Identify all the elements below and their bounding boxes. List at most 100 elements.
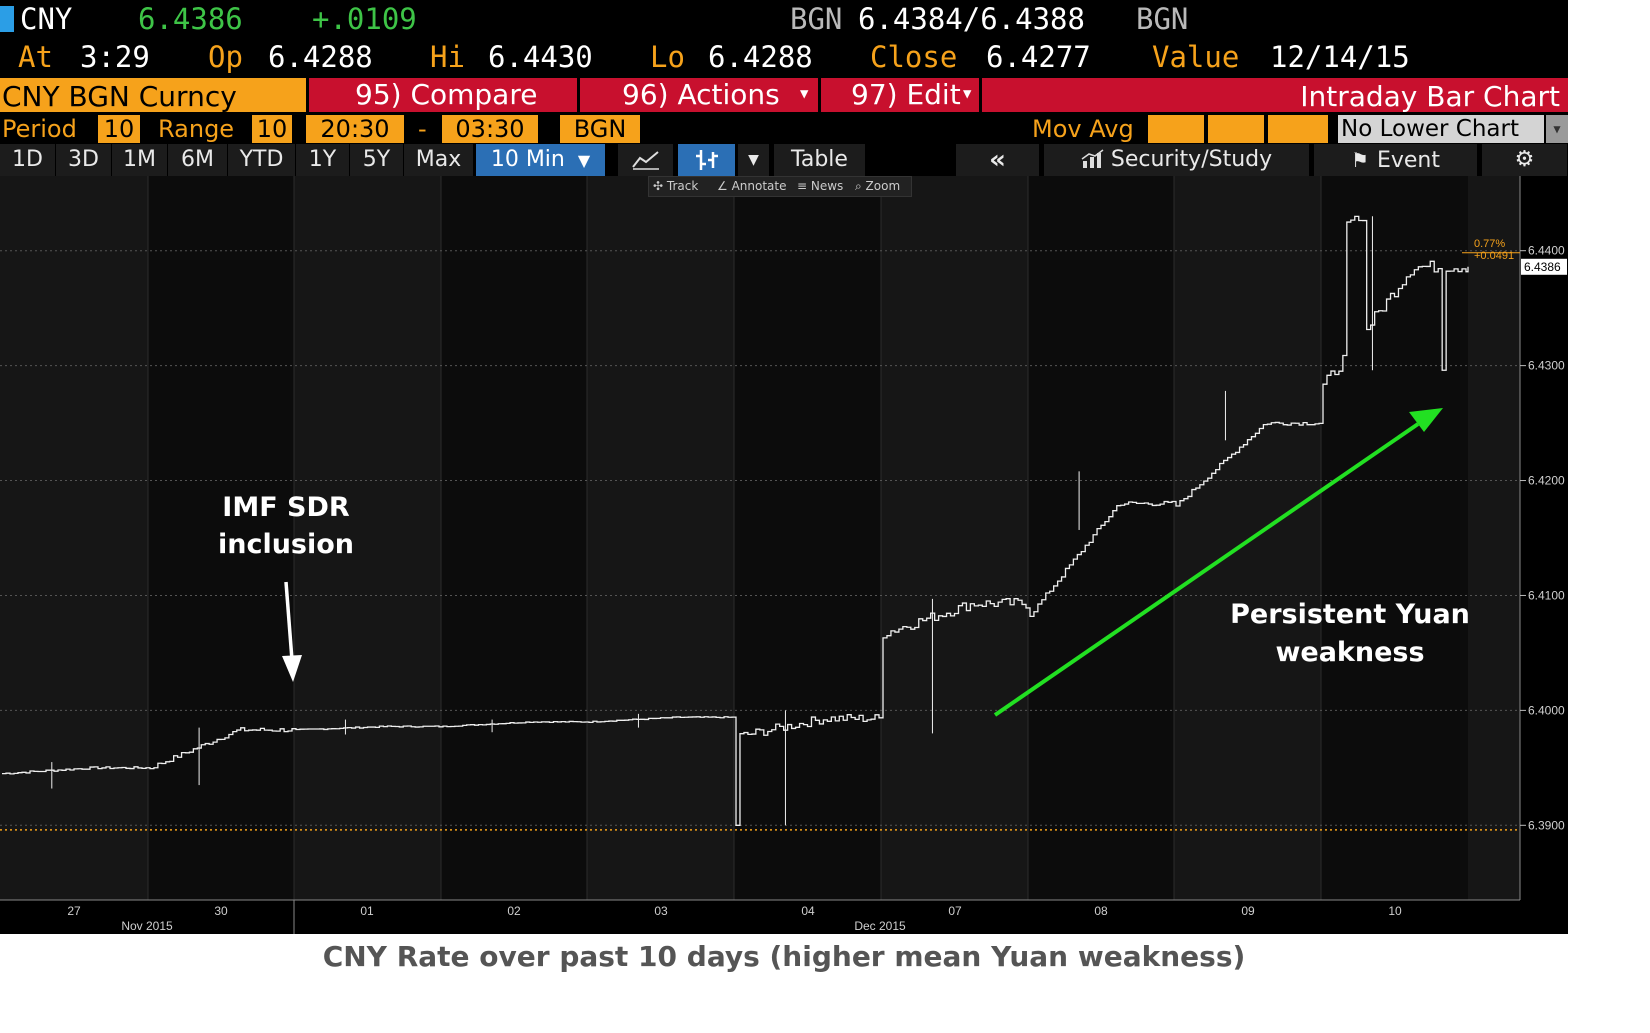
period-tab-1y[interactable]: 1Y xyxy=(296,144,350,176)
line-chart-button[interactable] xyxy=(618,144,674,181)
menu-bar: CNY BGN Curncy 95) Compare 96) Actions ▼… xyxy=(0,76,1568,114)
y-tick-label-5: 6.3900 xyxy=(1528,818,1565,832)
session-band-02 xyxy=(441,176,587,900)
annotate-tool[interactable]: ∠ Annotate xyxy=(717,179,787,193)
chart-title-bar: Intraday Bar Chart xyxy=(982,78,1568,113)
range-end-input[interactable]: 03:30 xyxy=(442,115,538,143)
last-price-badge xyxy=(1521,258,1567,275)
month-label-nov: Nov 2015 xyxy=(121,919,173,933)
lower-chart-value: No Lower Chart xyxy=(1341,116,1520,142)
session-band-03 xyxy=(587,176,734,900)
y-tick-label-1: 6.4300 xyxy=(1528,359,1565,373)
track-tool[interactable]: ✣ Track xyxy=(653,179,699,193)
period-tab-max[interactable]: Max xyxy=(404,144,474,176)
x-tick-label-09: 09 xyxy=(1241,904,1255,918)
open-value: 6.4288 xyxy=(268,40,373,74)
security-study-button[interactable]: Security/Study xyxy=(1044,144,1310,176)
x-tick-label-02: 02 xyxy=(507,904,521,918)
trend-arrow-head xyxy=(1409,408,1443,432)
study-icon xyxy=(1081,149,1104,168)
edit-button[interactable]: 97) Edit ▼ xyxy=(821,78,979,112)
price-change: +.0109 xyxy=(312,2,417,36)
x-tick-label-08: 08 xyxy=(1094,904,1108,918)
interval-select[interactable]: 10 Min ▼ xyxy=(476,144,606,177)
last-price-label: 6.4386 xyxy=(1524,260,1561,274)
actions-button[interactable]: 96) Actions ▼ xyxy=(580,78,818,112)
x-axis-panel xyxy=(0,900,1568,934)
session-band-27 xyxy=(0,176,148,900)
session-band-01 xyxy=(294,176,441,900)
table-button[interactable]: Table xyxy=(774,144,866,176)
compare-button[interactable]: 95) Compare xyxy=(309,78,577,112)
low-value: 6.4288 xyxy=(708,40,813,74)
y-tick-label-2: 6.4200 xyxy=(1528,474,1565,488)
weakness-annotation-line1: Persistent Yuan xyxy=(1230,599,1470,630)
mov-avg-label: Mov Avg xyxy=(1032,115,1134,143)
range-input[interactable]: 10 xyxy=(252,115,292,143)
mov-avg-input-2[interactable] xyxy=(1208,115,1264,143)
collapse-icon[interactable]: « xyxy=(956,144,1040,176)
zoom-label: Zoom xyxy=(865,179,901,193)
session-band-04 xyxy=(734,176,881,900)
month-label-dec: Dec 2015 xyxy=(854,919,906,933)
flag-icon: ⚑ xyxy=(1351,148,1369,172)
compare-label: 95) Compare xyxy=(355,78,538,111)
x-tick-label-01: 01 xyxy=(360,904,374,918)
y-tick-label-0: 6.4400 xyxy=(1528,244,1565,258)
range-dash: - xyxy=(418,115,427,143)
y-tick-label-4: 6.4000 xyxy=(1528,703,1565,717)
session-band-09 xyxy=(1174,176,1321,900)
security-field[interactable]: CNY BGN Curncy xyxy=(0,78,306,113)
chart-title: Intraday Bar Chart xyxy=(1300,80,1560,113)
imf-arrow-head xyxy=(282,655,302,682)
ticker[interactable]: CNY xyxy=(20,2,73,36)
session-band-tail xyxy=(1468,176,1520,900)
imf-arrow-shaft xyxy=(284,581,294,661)
weakness-annotation-line2: weakness xyxy=(1275,637,1424,668)
range-start-input[interactable]: 20:30 xyxy=(306,115,404,143)
period-tab-1m[interactable]: 1M xyxy=(112,144,168,176)
actions-dropdown-icon: ▼ xyxy=(800,86,809,102)
settings-bar: Period 10 Range 10 20:30 - 03:30 BGN Mov… xyxy=(0,114,1568,144)
edit-dropdown-icon: ▼ xyxy=(963,86,972,102)
last-price: 6.4386 xyxy=(138,2,243,36)
lower-chart-dropdown-icon[interactable]: ▼ xyxy=(1546,115,1568,143)
mov-avg-input-3[interactable] xyxy=(1268,115,1328,143)
gear-icon[interactable]: ⚙ xyxy=(1482,144,1568,176)
session-band-30 xyxy=(148,176,294,900)
period-tab-5y[interactable]: 5Y xyxy=(350,144,404,176)
annotate-label: Annotate xyxy=(731,179,787,193)
range-label: Range xyxy=(158,115,235,143)
at-value: 3:29 xyxy=(80,40,150,74)
period-input[interactable]: 10 xyxy=(98,115,140,143)
change-abs-label: +0.0491 xyxy=(1474,250,1514,262)
y-tick-label-3: 6.4100 xyxy=(1528,588,1565,602)
security-name: CNY BGN Curncy xyxy=(2,80,237,113)
x-tick-label-27: 27 xyxy=(67,904,81,918)
chart-area[interactable]: 6.4400 6.4300 6.4200 6.4100 6.4000 6.3900 0.77… xyxy=(0,176,1568,934)
imf-annotation-line1: IMF SDR xyxy=(222,492,350,523)
close-value: 6.4277 xyxy=(986,40,1091,74)
ticker-marker xyxy=(0,6,14,32)
lower-chart-select[interactable]: No Lower Chart xyxy=(1338,115,1544,143)
zoom-tool[interactable]: ⌕ Zoom xyxy=(855,179,901,193)
period-tab-3d[interactable]: 3D xyxy=(56,144,112,176)
mov-avg-input-1[interactable] xyxy=(1148,115,1204,143)
period-label: Period xyxy=(2,115,77,143)
period-tab-6m[interactable]: 6M xyxy=(168,144,228,176)
chart-style-dropdown-icon[interactable]: ▼ xyxy=(738,144,770,176)
period-tab-1d[interactable]: 1D xyxy=(0,144,56,176)
source-input[interactable]: BGN xyxy=(560,115,640,143)
trend-arrow-shaft xyxy=(993,422,1420,717)
news-tool[interactable]: ≡ News xyxy=(797,179,844,193)
x-tick-label-10: 10 xyxy=(1388,904,1402,918)
edit-label: 97) Edit xyxy=(851,78,961,111)
actions-label: 96) Actions xyxy=(622,78,780,111)
event-button[interactable]: ⚑ Event xyxy=(1314,144,1478,177)
bar-chart-button[interactable] xyxy=(678,144,736,182)
price-chart[interactable]: 6.4400 6.4300 6.4200 6.4100 6.4000 6.3900 0.77… xyxy=(0,176,1568,934)
period-tab-ytd[interactable]: YTD xyxy=(228,144,296,176)
x-tick-label-07: 07 xyxy=(948,904,962,918)
news-label: News xyxy=(810,179,844,193)
source-left: BGN xyxy=(790,2,843,36)
